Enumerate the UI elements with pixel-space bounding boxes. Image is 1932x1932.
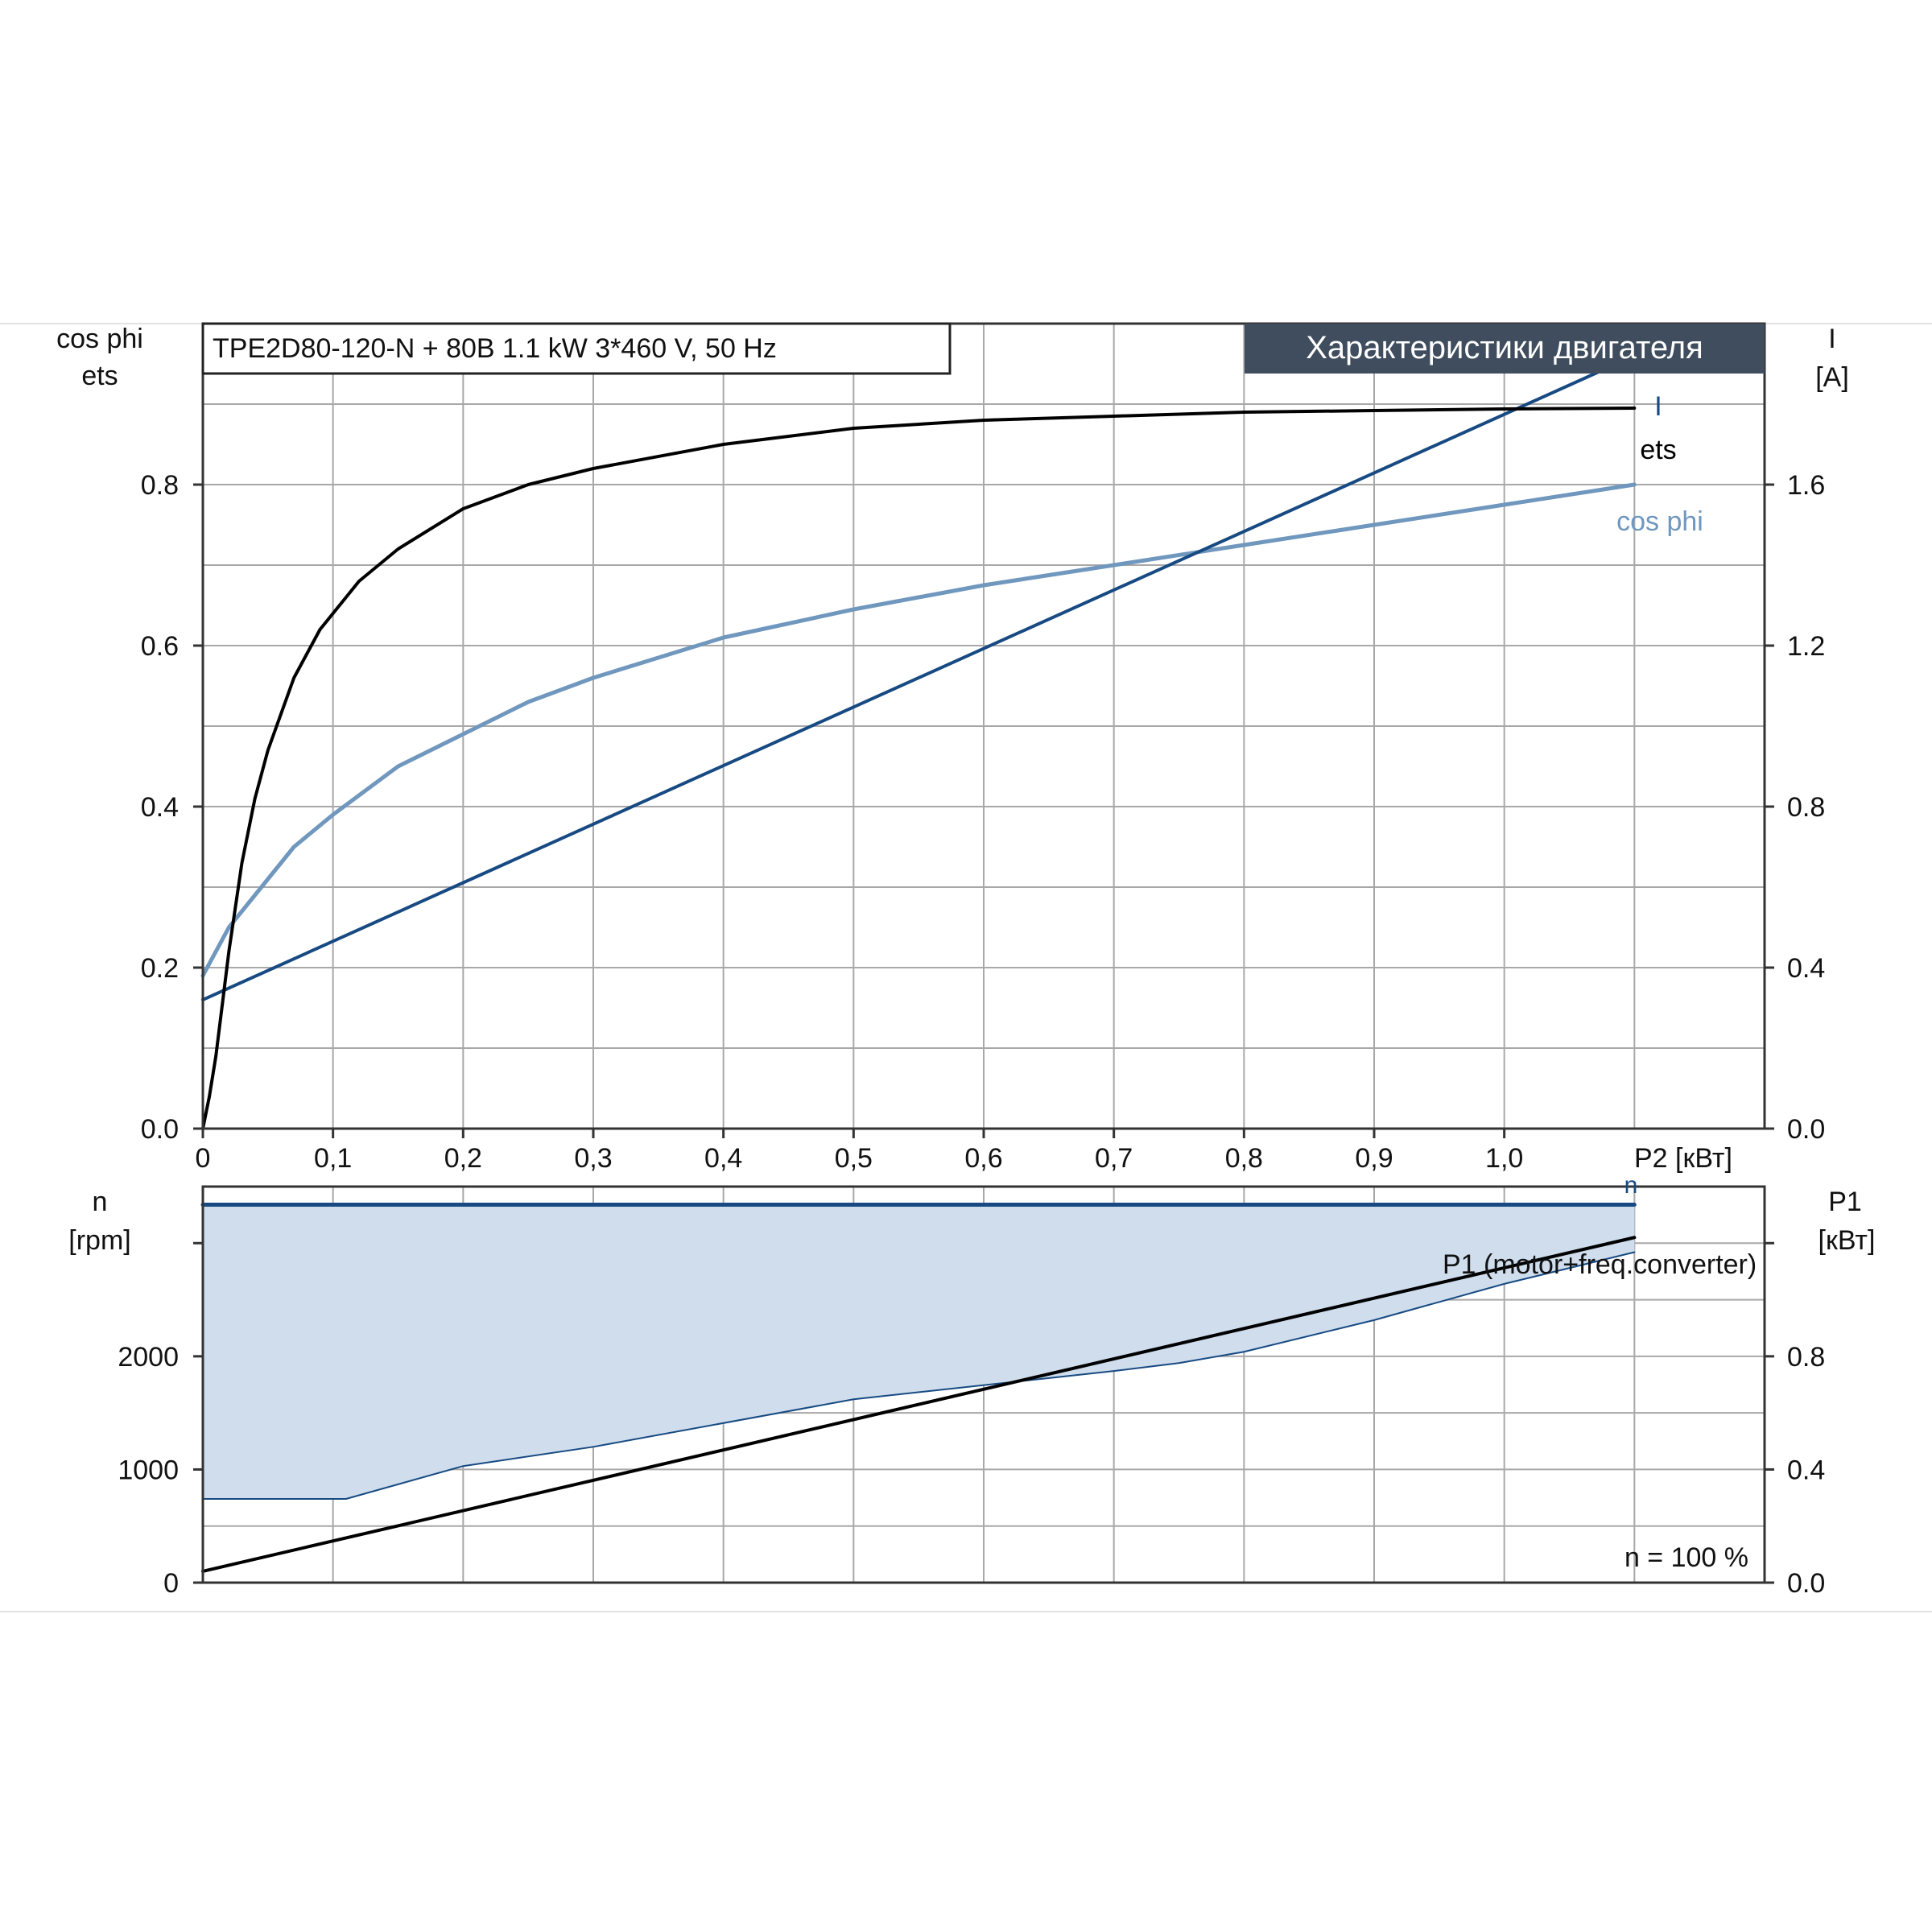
bottom-left-axis-label-2: [rpm] (68, 1225, 130, 1256)
x-tick-label: 0,9 (1355, 1143, 1393, 1174)
speed-range-band (203, 1204, 1635, 1499)
top-right-tick-label: 0.8 (1787, 792, 1825, 823)
title-badge-text: Характеристики двигателя (1306, 330, 1703, 365)
x-tick-label: 0,4 (704, 1143, 742, 1174)
x-tick-label: 0 (196, 1143, 211, 1174)
bottom-left-tick-label: 2000 (118, 1342, 179, 1373)
title-badge (1245, 324, 1765, 374)
bottom-chart-ticks: 0 1000 2000 0.0 0.4 0.8 (118, 1241, 1825, 1599)
min-speed-curve (202, 1251, 1636, 1500)
cos-phi-curve (200, 482, 1637, 978)
top-left-axis-label-2: ets (81, 361, 118, 391)
p1-series-label: P1 (motor+freq.converter) (1443, 1249, 1757, 1280)
bottom-right-tick-label: 0.4 (1787, 1455, 1825, 1485)
x-tick-label: 0,5 (835, 1143, 873, 1174)
bottom-left-tick-label: 1000 (118, 1455, 179, 1485)
top-left-tick-label: 0.8 (141, 470, 179, 501)
bottom-chart-frame (201, 1185, 1766, 1584)
speed-series-label: n (1624, 1172, 1638, 1199)
x-tick-label: 0,6 (964, 1143, 1002, 1174)
top-right-axis-label-2: [A] (1815, 362, 1849, 393)
top-left-axis-label-1: cos phi (56, 324, 143, 354)
bottom-right-tick-label: 0.0 (1787, 1568, 1825, 1599)
efficiency-curve (201, 407, 1637, 1130)
cos-phi-series-label: cos phi (1616, 506, 1703, 537)
top-left-tick-label: 0.6 (141, 631, 179, 662)
top-left-tick-label: 0.2 (141, 953, 179, 984)
x-tick-label: 0,7 (1095, 1143, 1133, 1174)
x-tick-label: 1,0 (1485, 1143, 1523, 1174)
x-tick-label: 0,1 (314, 1143, 352, 1174)
bottom-chart-series (200, 1202, 1637, 1573)
p1-curve (201, 1236, 1637, 1573)
top-right-tick-label: 0.0 (1787, 1114, 1825, 1145)
bottom-right-axis-label-2: [кВт] (1818, 1225, 1876, 1256)
top-right-axis-label-1: I (1828, 324, 1835, 354)
speed-percent-note: n = 100 % (1624, 1542, 1748, 1573)
top-right-tick-label: 1.2 (1787, 631, 1825, 662)
bottom-right-axis-label-1: P1 (1828, 1187, 1862, 1217)
model-box (201, 322, 952, 375)
top-left-tick-label: 0.4 (141, 792, 179, 823)
x-tick-label: 0,3 (574, 1143, 612, 1174)
top-left-tick-label: 0.0 (141, 1114, 179, 1145)
x-axis-label: P2 [кВт] (1634, 1143, 1732, 1174)
bottom-right-tick-label: 0.8 (1787, 1342, 1825, 1373)
top-chart-ticks: 0.0 0.2 0.4 0.6 0.8 0.0 0.4 0.8 1.2 1.6 0 0,1 0,2 0,3… (141, 470, 1826, 1174)
top-right-tick-label: 1.6 (1787, 470, 1825, 501)
top-chart-grid (203, 324, 1765, 1129)
current-series-label: I (1654, 391, 1662, 422)
bottom-left-axis-label-1: n (93, 1187, 108, 1217)
top-right-tick-label: 0.4 (1787, 953, 1825, 984)
bottom-left-tick-label: 0 (163, 1568, 179, 1599)
current-curve (201, 354, 1637, 1001)
model-text: TPE2D80-120-N + 80B 1.1 kW 3*460 V, 50 H… (213, 333, 777, 364)
top-chart-series (200, 354, 1637, 1130)
efficiency-series-label: ets (1640, 435, 1676, 465)
x-tick-label: 0,2 (444, 1143, 482, 1174)
x-tick-label: 0,8 (1225, 1143, 1263, 1174)
